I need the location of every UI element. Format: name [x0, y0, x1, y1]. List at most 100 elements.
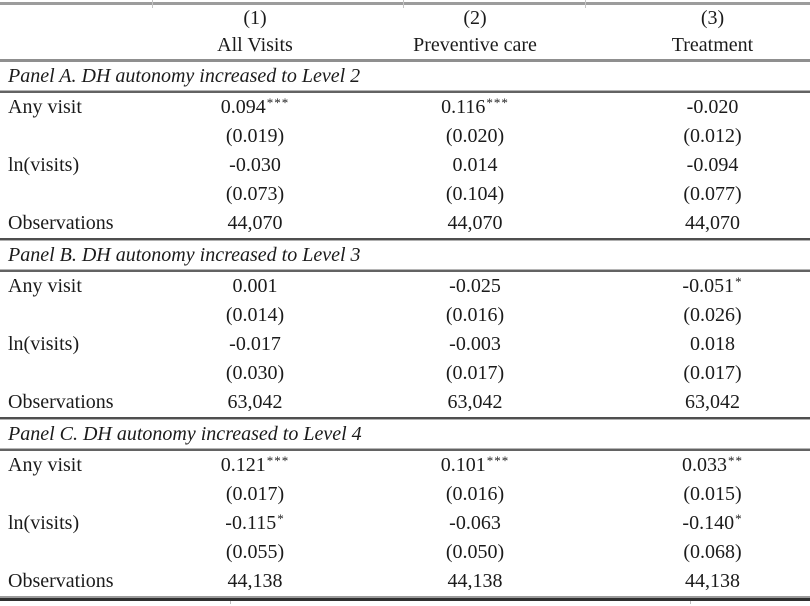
column-number-row: (1) (2) (3) [0, 5, 810, 32]
table-bottom-rule [0, 596, 810, 604]
value-cell: (0.073) [175, 183, 335, 206]
cell-value: (0.104) [445, 183, 505, 205]
value-cell: (0.012) [615, 125, 810, 148]
table-row: Observations 44,070 44,070 44,070 [0, 209, 810, 238]
cell-value: -0.025 [449, 275, 501, 297]
value-cell: (0.017) [335, 362, 615, 385]
value-cell: 0.116*** [335, 95, 615, 119]
cell-value: 44,138 [227, 570, 283, 592]
cell-value: (0.019) [225, 125, 285, 147]
cell-value: -0.094 [686, 154, 739, 176]
cell-value: (0.030) [225, 362, 285, 384]
column-label-row: All Visits Preventive care Treatment [0, 32, 810, 59]
cell-value: (0.077) [683, 183, 742, 205]
cell-value: 0.116 [441, 96, 486, 118]
cell-value: 44,070 [685, 212, 740, 234]
cell-value: 0.094 [220, 96, 266, 118]
cell-value: 44,070 [227, 212, 283, 234]
column-label-preventive-care: Preventive care [413, 34, 537, 56]
panel-title-underline [0, 269, 810, 272]
value-cell: 0.101*** [335, 453, 615, 477]
cell-value: -0.003 [449, 333, 501, 355]
value-cell: 44,070 [335, 212, 615, 235]
value-cell: -0.025 [335, 275, 615, 298]
value-cell: (0.016) [335, 304, 615, 327]
significance-stars: *** [266, 453, 290, 468]
significance-stars: *** [486, 453, 510, 468]
significance-stars: *** [486, 95, 509, 110]
cell-value: (0.055) [225, 541, 285, 563]
value-cell: -0.063 [335, 512, 615, 535]
panel-separator-rule [0, 417, 810, 420]
significance-stars: * [735, 274, 743, 289]
table-row: Any visit 0.094*** 0.116*** -0.020 [0, 93, 810, 122]
cell-value: -0.030 [229, 154, 281, 176]
cell-value: (0.026) [683, 304, 742, 326]
significance-stars: ** [728, 453, 743, 468]
cell-value: 0.001 [232, 275, 278, 297]
value-cell: -0.094 [615, 154, 810, 177]
table-row: Any visit 0.121*** 0.101*** 0.033** [0, 451, 810, 480]
cell-value: 0.033 [682, 454, 727, 476]
panel-title: Panel A. DH autonomy increased to Level … [8, 64, 361, 87]
row-label: ln(visits) [8, 512, 80, 534]
panel-title-underline [0, 90, 810, 93]
table-row: (0.030) (0.017) (0.017) [0, 359, 810, 388]
panel-separator-rule [0, 238, 810, 241]
cell-value: 0.018 [690, 333, 735, 355]
cell-value: -0.063 [449, 512, 501, 534]
value-cell: -0.115* [175, 511, 335, 535]
cell-border-artifact [585, 0, 586, 8]
cell-border-artifact [690, 601, 691, 604]
table-row: Observations 44,138 44,138 44,138 [0, 567, 810, 596]
column-number-1: (1) [243, 7, 267, 29]
value-cell: 44,070 [175, 212, 335, 235]
value-cell: (0.016) [335, 483, 615, 506]
value-cell: (0.014) [175, 304, 335, 327]
column-number-3: (3) [700, 7, 725, 29]
cell-value: 0.014 [452, 154, 498, 176]
cell-value: 63,042 [447, 391, 503, 413]
cell-value: (0.050) [445, 541, 505, 563]
value-cell: 63,042 [175, 391, 335, 414]
value-cell: (0.017) [615, 362, 810, 385]
value-cell: -0.051* [615, 274, 810, 298]
value-cell: 44,138 [335, 570, 615, 593]
value-cell: (0.017) [175, 483, 335, 506]
value-cell: 0.121*** [175, 453, 335, 477]
table-top-rule [0, 0, 810, 8]
cell-value: 63,042 [227, 391, 283, 413]
value-cell: (0.068) [615, 541, 810, 564]
table-row: ln(visits) -0.017 -0.003 0.018 [0, 330, 810, 359]
cell-value: (0.015) [683, 483, 742, 505]
cell-value: 0.101 [440, 454, 486, 476]
value-cell: (0.019) [175, 125, 335, 148]
significance-stars: * [277, 511, 285, 526]
cell-value: 0.121 [220, 454, 266, 476]
cell-value: -0.017 [229, 333, 281, 355]
value-cell: (0.077) [615, 183, 810, 206]
row-label: ln(visits) [8, 154, 80, 176]
panels: Panel A. DH autonomy increased to Level … [0, 62, 810, 604]
table-row: (0.019) (0.020) (0.012) [0, 122, 810, 151]
cell-value: (0.020) [445, 125, 505, 147]
row-label: Observations [8, 212, 114, 234]
table-row: ln(visits) -0.115* -0.063 -0.140* [0, 509, 810, 538]
cell-value: 44,070 [447, 212, 503, 234]
table-row: (0.014) (0.016) (0.026) [0, 301, 810, 330]
cell-value: 44,138 [447, 570, 503, 592]
cell-border-artifact [403, 0, 404, 8]
cell-value: (0.014) [225, 304, 285, 326]
panel-title: Panel B. DH autonomy increased to Level … [8, 243, 361, 266]
value-cell: (0.020) [335, 125, 615, 148]
row-label: Observations [8, 570, 114, 592]
value-cell: (0.030) [175, 362, 335, 385]
value-cell: (0.055) [175, 541, 335, 564]
cell-value: (0.012) [683, 125, 742, 147]
cell-value: (0.068) [683, 541, 742, 563]
cell-border-artifact [230, 601, 231, 604]
table-row: (0.017) (0.016) (0.015) [0, 480, 810, 509]
row-label: Observations [8, 391, 114, 413]
cell-value: 44,138 [685, 570, 740, 592]
value-cell: 44,138 [615, 570, 810, 593]
